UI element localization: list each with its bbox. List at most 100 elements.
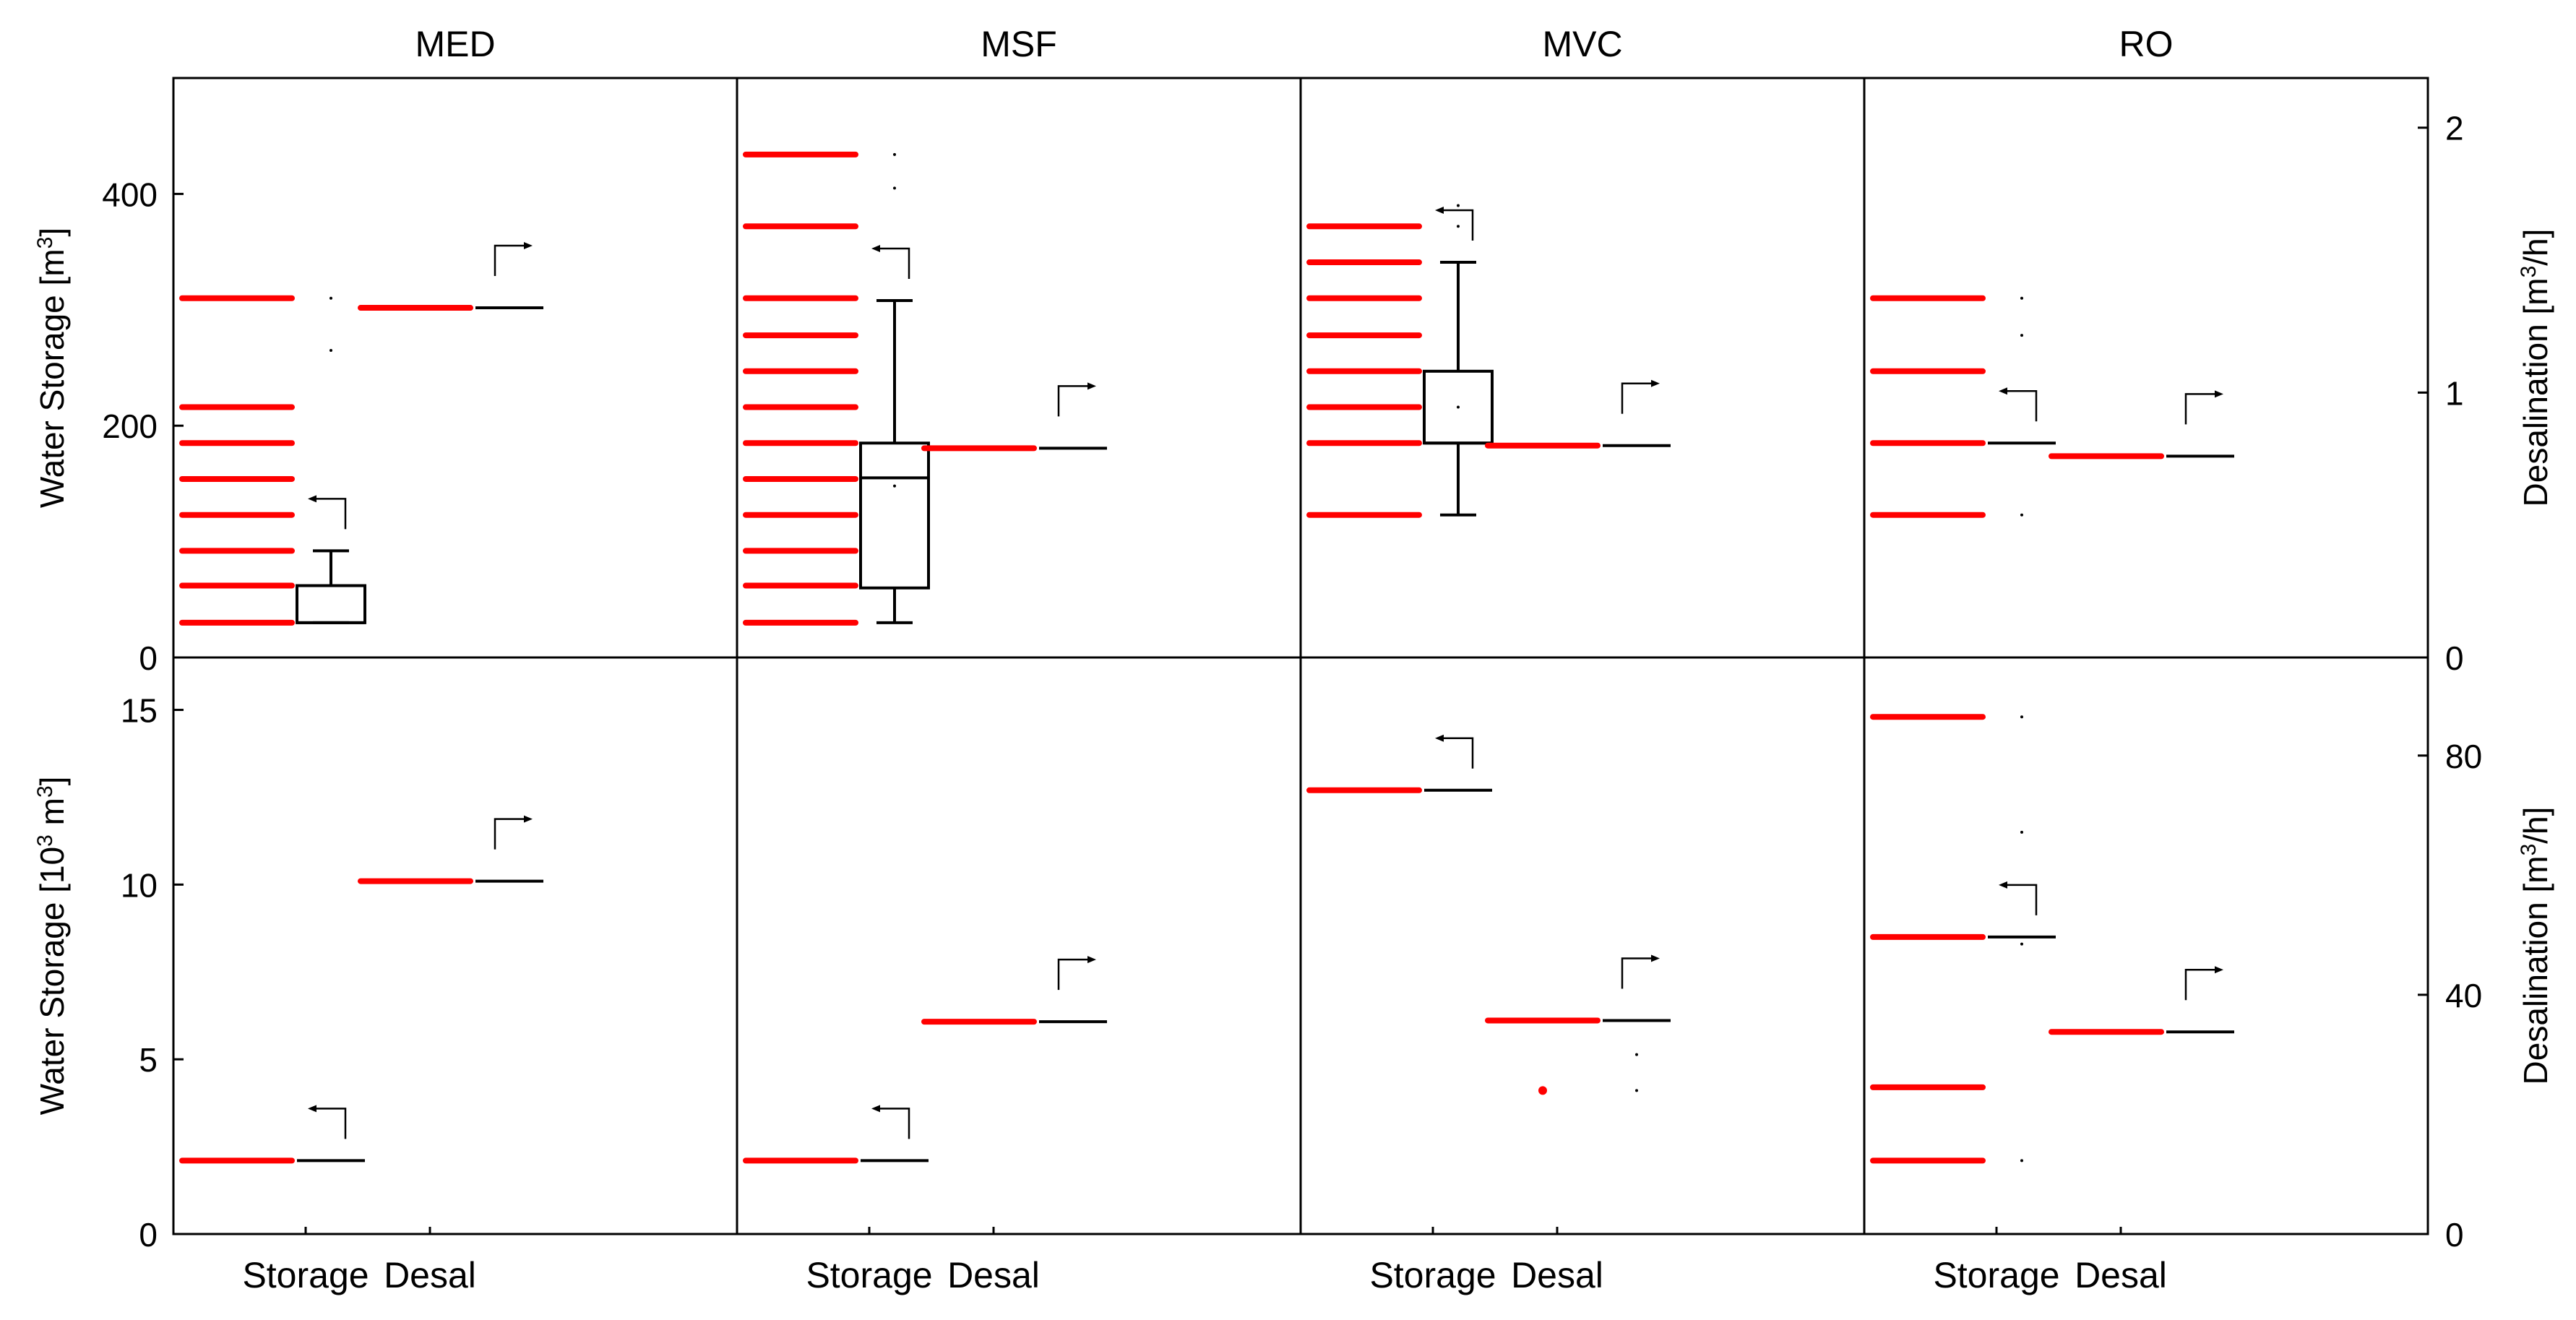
storage-outlier — [893, 152, 896, 156]
x-category-storage: Storage — [806, 1255, 932, 1295]
panel-top-med — [179, 242, 543, 626]
storage-point — [743, 404, 858, 410]
x-category-storage: Storage — [242, 1255, 369, 1295]
right-tick-label: 1 — [2445, 374, 2464, 412]
desal-outlier — [1635, 1089, 1638, 1092]
desal-point — [2049, 453, 2164, 460]
storage-point — [1306, 512, 1422, 518]
right-axis-arrow — [1057, 958, 1089, 991]
right-axis-arrowhead — [1651, 379, 1660, 387]
left-axis-arrow — [315, 1108, 347, 1139]
storage-outlier — [1457, 225, 1460, 228]
storage-point — [743, 582, 858, 589]
desal-extra-point — [1538, 1086, 1547, 1095]
storage-point — [743, 548, 858, 554]
storage-mean — [1457, 405, 1460, 409]
storage-point — [743, 151, 858, 158]
panel-bottom-msf — [743, 956, 1107, 1164]
left-tick-label: 0 — [139, 1216, 158, 1254]
panel-bottom-mvc — [1306, 734, 1671, 1095]
storage-point — [1306, 404, 1422, 410]
right-axis-arrowhead — [1651, 954, 1660, 962]
storage-point — [179, 404, 295, 410]
storage-outlier — [2020, 513, 2023, 517]
storage-point — [179, 619, 295, 626]
right-axis-arrowhead — [2215, 390, 2223, 398]
storage-point — [743, 368, 858, 374]
left-axis-arrowhead — [1999, 881, 2007, 889]
right-axis-arrowhead — [2215, 966, 2223, 974]
storage-point — [1870, 714, 1986, 720]
storage-outlier — [2020, 1159, 2023, 1162]
x-category-desal: Desal — [1511, 1255, 1603, 1295]
storage-box — [296, 584, 366, 624]
storage-point — [1870, 295, 1986, 301]
storage-point — [179, 475, 295, 482]
column-title-ro: RO — [2119, 24, 2174, 64]
x-category-storage: Storage — [1933, 1255, 2059, 1295]
left-axis-arrow — [2006, 390, 2038, 422]
right-tick-label: 2 — [2445, 110, 2464, 147]
storage-point — [743, 332, 858, 339]
storage-point — [1306, 223, 1422, 230]
storage-point — [743, 223, 858, 230]
x-category-desal: Desal — [947, 1255, 1040, 1295]
storage-outlier — [2020, 334, 2023, 337]
column-title-med: MED — [415, 24, 495, 64]
right-tick-label: 40 — [2445, 977, 2482, 1014]
storage-point — [1306, 259, 1422, 266]
right-axis-arrow — [494, 818, 525, 850]
right-axis-arrow — [1057, 385, 1089, 417]
right-tick-label: 80 — [2445, 738, 2482, 775]
left-axis-arrow — [879, 247, 910, 279]
right-tick-label: 0 — [2445, 1216, 2464, 1254]
storage-point — [1306, 368, 1422, 374]
storage-box — [859, 441, 930, 590]
panel-top-mvc — [1306, 204, 1671, 518]
right-axis-arrow — [494, 244, 525, 277]
storage-point — [179, 440, 295, 447]
left-axis-arrowhead — [1435, 207, 1444, 215]
storage-point — [743, 475, 858, 482]
storage-point — [1870, 1084, 1986, 1090]
left-axis-arrow — [1442, 737, 1474, 769]
storage-mean — [893, 484, 896, 488]
left-axis-arrowhead — [308, 495, 316, 503]
storage-outlier — [329, 348, 332, 352]
left-tick-label: 10 — [121, 866, 158, 904]
right-tick-label: 0 — [2445, 639, 2464, 677]
left-tick-label: 15 — [121, 692, 158, 730]
left-tick-label: 5 — [139, 1041, 158, 1079]
desal-outlier — [1635, 1053, 1638, 1056]
storage-point — [743, 619, 858, 626]
left-axis-arrow — [315, 498, 347, 530]
left-axis-arrowhead — [871, 1105, 880, 1113]
panel-top-msf — [743, 151, 1107, 626]
storage-point — [1870, 368, 1986, 374]
right-axis-arrowhead — [524, 242, 533, 250]
storage-point — [1306, 787, 1422, 793]
storage-point — [179, 582, 295, 589]
storage-point — [1306, 440, 1422, 447]
column-title-mvc: MVC — [1542, 24, 1622, 64]
storage-point — [179, 295, 295, 301]
desal-point — [2049, 1029, 2164, 1035]
panel-top-ro — [1870, 295, 2234, 518]
storage-point — [1870, 440, 1986, 447]
storage-outlier — [1457, 204, 1460, 207]
storage-point — [1306, 332, 1422, 339]
left-axis-title-top: Water Storage [m3] — [33, 228, 72, 508]
left-axis-title-bottom: Water Storage [103 m3] — [33, 777, 72, 1116]
right-axis-arrowhead — [1087, 956, 1096, 964]
plot-frames — [172, 77, 2429, 1235]
x-category-desal: Desal — [384, 1255, 476, 1295]
storage-outlier — [2020, 715, 2023, 719]
storage-point — [1870, 933, 1986, 940]
x-category-desal: Desal — [2075, 1255, 2167, 1295]
storage-point — [1870, 512, 1986, 518]
left-axis-arrow — [2006, 884, 2038, 915]
storage-point — [1870, 1157, 1986, 1164]
x-category-storage: Storage — [1369, 1255, 1496, 1295]
right-axis-title-bottom: Desalination [m3/h] — [2517, 807, 2555, 1085]
